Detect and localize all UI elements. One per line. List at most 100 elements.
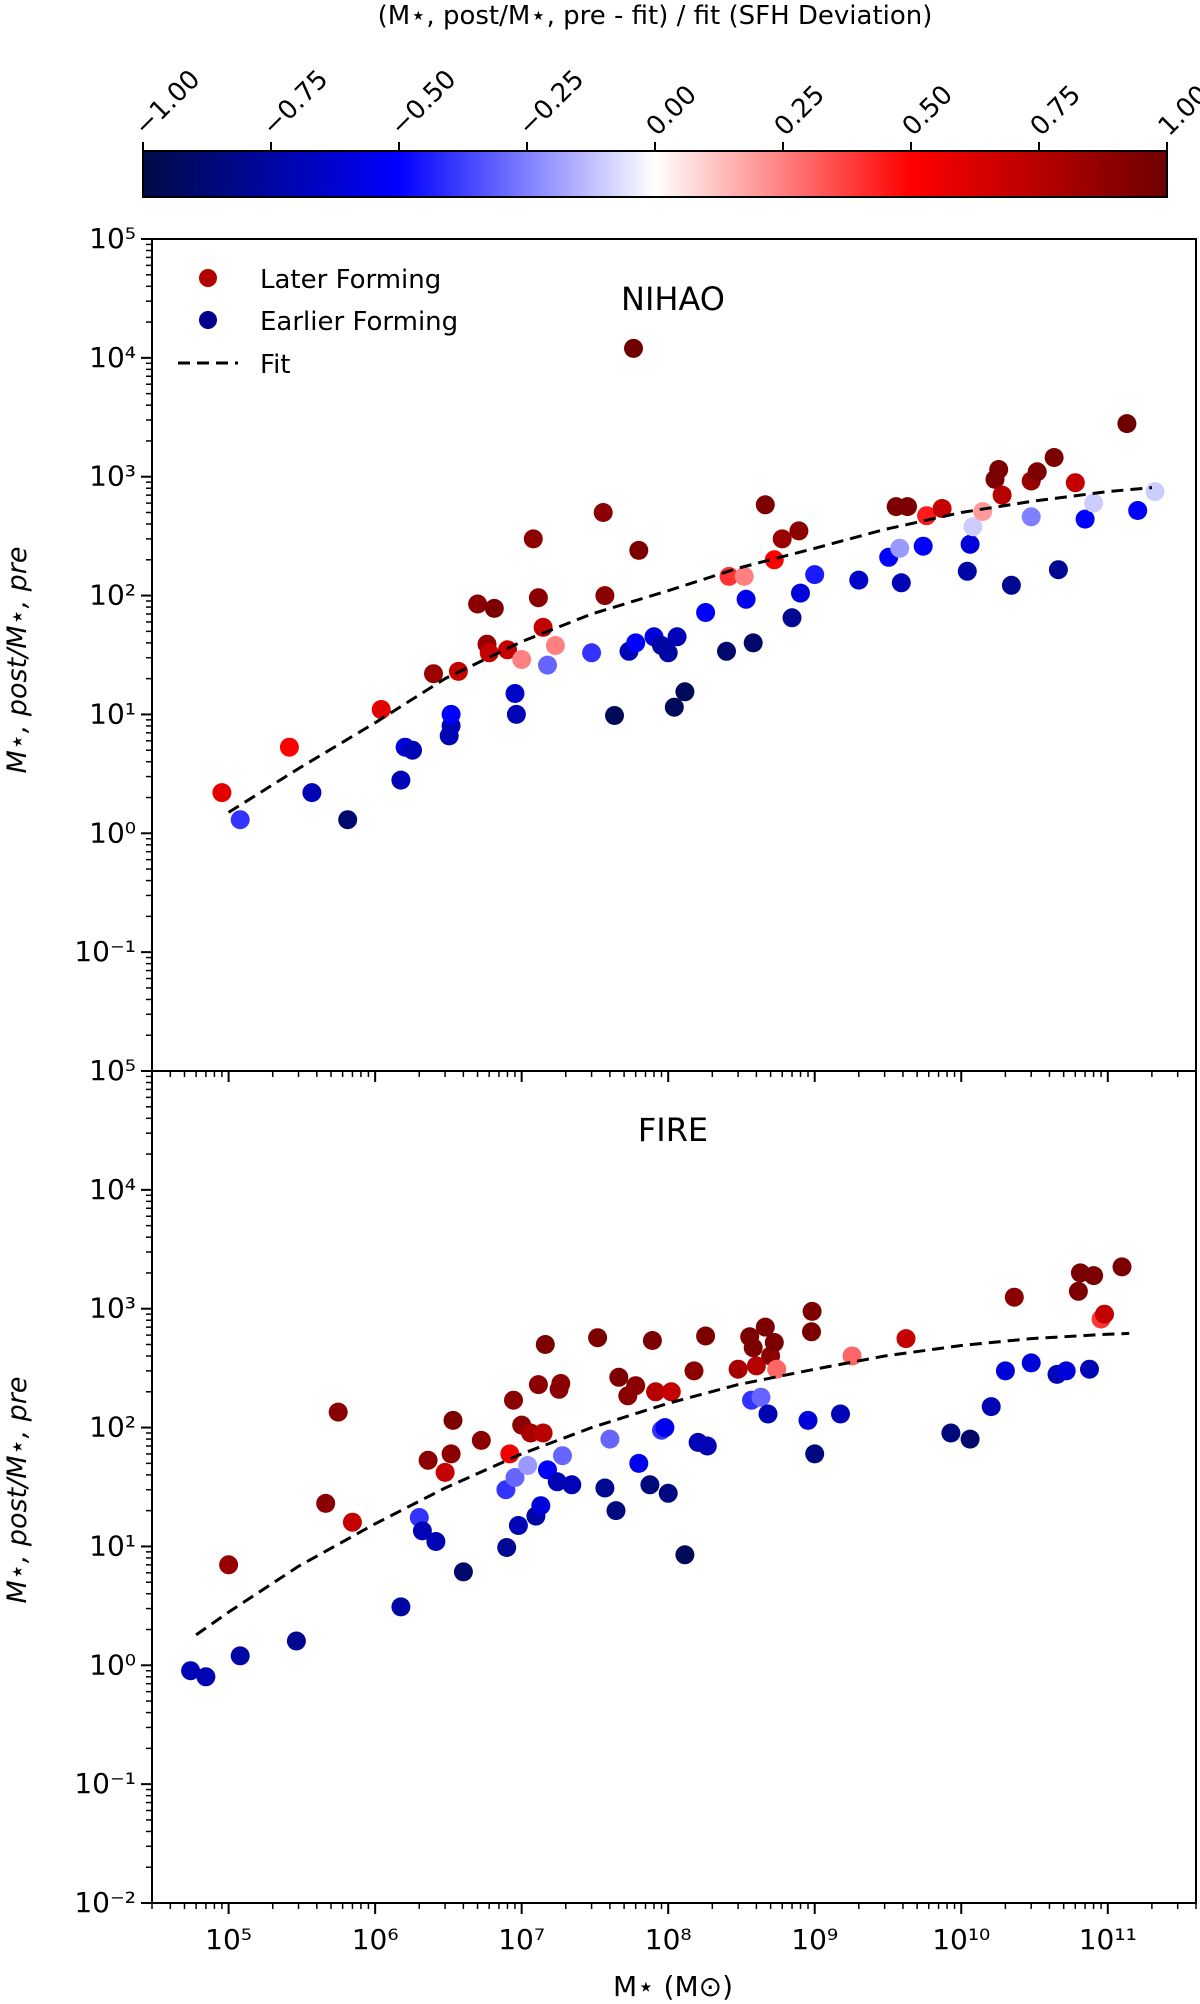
- colorbar-tick-label: 0.00: [641, 80, 703, 142]
- data-point: [1075, 509, 1095, 529]
- data-point: [600, 1429, 620, 1449]
- y-tick-label: 10²: [89, 579, 136, 612]
- data-point: [1001, 575, 1021, 595]
- y-tick-label: 10²: [89, 1411, 136, 1444]
- data-point: [426, 1532, 446, 1551]
- data-point: [1068, 1281, 1088, 1301]
- nihao-ylabel: M⋆, post/M⋆, pre: [2, 547, 33, 774]
- data-point: [547, 1472, 567, 1492]
- data-point: [805, 1444, 825, 1464]
- x-tick-label: 10⁸: [645, 1923, 692, 1956]
- data-point: [523, 529, 543, 549]
- legend-label-earlier: Earlier Forming: [260, 307, 458, 337]
- data-point: [606, 1501, 626, 1521]
- data-point: [1021, 507, 1041, 527]
- fire-axes: 10⁻² 10⁻¹ 10⁰ 10¹ 10² 10³ 10⁴ 10⁵ 10⁵ 10⁶ 10⁷ 10⁸ 10…: [74, 1054, 1197, 1956]
- data-point: [675, 1545, 695, 1565]
- colorbar-tick-label: 0.25: [769, 80, 831, 142]
- colorbar-gradient: [142, 150, 1168, 198]
- legend-marker-earlier: [199, 311, 217, 329]
- data-point: [1021, 1353, 1041, 1373]
- data-point: [831, 1404, 850, 1424]
- data-point: [1027, 462, 1047, 482]
- fire-xlabel: M⋆ (M⊙): [613, 1970, 733, 2003]
- x-tick-label: 10¹¹: [1079, 1923, 1137, 1956]
- data-point: [960, 1429, 980, 1449]
- data-point: [624, 338, 643, 358]
- legend-label-later: Later Forming: [260, 265, 441, 295]
- data-point: [342, 1512, 362, 1532]
- data-point: [772, 529, 792, 549]
- data-point: [1117, 414, 1137, 434]
- y-tick-label: 10⁴: [89, 1173, 136, 1206]
- data-point: [1065, 473, 1085, 493]
- data-point: [667, 627, 687, 647]
- data-point: [528, 1375, 548, 1395]
- data-point: [219, 1555, 239, 1575]
- data-point: [664, 697, 684, 717]
- y-tick-label: 10³: [89, 1292, 136, 1325]
- data-point: [609, 1367, 629, 1387]
- data-point: [1080, 1359, 1099, 1379]
- data-point: [684, 1361, 704, 1381]
- data-point: [658, 1483, 678, 1503]
- data-point: [646, 1382, 666, 1402]
- data-point: [802, 1301, 822, 1321]
- data-point: [435, 1462, 455, 1482]
- data-point: [506, 704, 526, 724]
- y-tick-label: 10⁴: [89, 341, 136, 374]
- data-point: [302, 783, 322, 803]
- data-point: [751, 1387, 771, 1407]
- data-point: [957, 561, 977, 581]
- colorbar-tick-label: 0.75: [1025, 80, 1087, 142]
- data-point: [588, 1328, 608, 1348]
- fire-fit-line: [195, 1331, 1130, 1637]
- data-point: [1145, 482, 1165, 502]
- data-point: [734, 566, 754, 586]
- colorbar-tick-label: 1.00: [1153, 80, 1200, 142]
- y-tick-label: 10⁰: [89, 816, 136, 849]
- data-point: [391, 770, 411, 790]
- data-point: [941, 1423, 961, 1443]
- data-point: [424, 664, 443, 684]
- data-point: [655, 1418, 675, 1438]
- panel-nihao: 10⁻¹ 10⁰ 10¹ 10² 10³ 10⁴ 10⁵ NIHAO M⋆, post/M⋆…: [2, 222, 1197, 1082]
- data-point: [960, 534, 980, 554]
- data-point: [675, 682, 695, 702]
- data-point: [418, 1450, 438, 1470]
- data-point: [595, 586, 615, 606]
- data-point: [728, 1359, 748, 1379]
- data-point: [973, 502, 993, 521]
- data-point: [764, 550, 784, 570]
- data-point: [995, 1361, 1015, 1381]
- data-point: [593, 503, 613, 522]
- data-point: [805, 565, 825, 585]
- data-point: [497, 1538, 517, 1557]
- nihao-axes: 10⁻¹ 10⁰ 10¹ 10² 10³ 10⁴ 10⁵: [74, 222, 1197, 1082]
- data-point: [743, 633, 763, 653]
- data-point: [755, 1317, 775, 1337]
- panel-fire: 10⁻² 10⁻¹ 10⁰ 10¹ 10² 10³ 10⁴ 10⁵ 10⁵ 10⁶ 10⁷ 10⁸ 10…: [2, 1054, 1197, 2003]
- data-point: [798, 1410, 818, 1430]
- data-point: [453, 1562, 473, 1582]
- x-tick-label: 10⁶: [352, 1923, 399, 1956]
- data-point: [181, 1661, 201, 1681]
- colorbar-tick-label: −0.75: [257, 64, 335, 142]
- data-point: [1112, 1257, 1132, 1277]
- data-point: [758, 1404, 778, 1424]
- nihao-fit-line: [227, 486, 1153, 814]
- data-point: [661, 1382, 681, 1402]
- nihao-points: [212, 338, 1165, 830]
- data-point: [595, 1478, 615, 1498]
- data-point: [626, 633, 646, 653]
- data-point: [963, 517, 983, 537]
- data-point: [371, 700, 391, 719]
- y-tick-label: 10¹: [89, 697, 136, 730]
- data-point: [512, 650, 532, 669]
- data-point: [992, 485, 1012, 505]
- data-point: [391, 1597, 411, 1617]
- data-point: [484, 598, 504, 618]
- data-point: [1056, 1361, 1076, 1381]
- data-point: [697, 1436, 717, 1456]
